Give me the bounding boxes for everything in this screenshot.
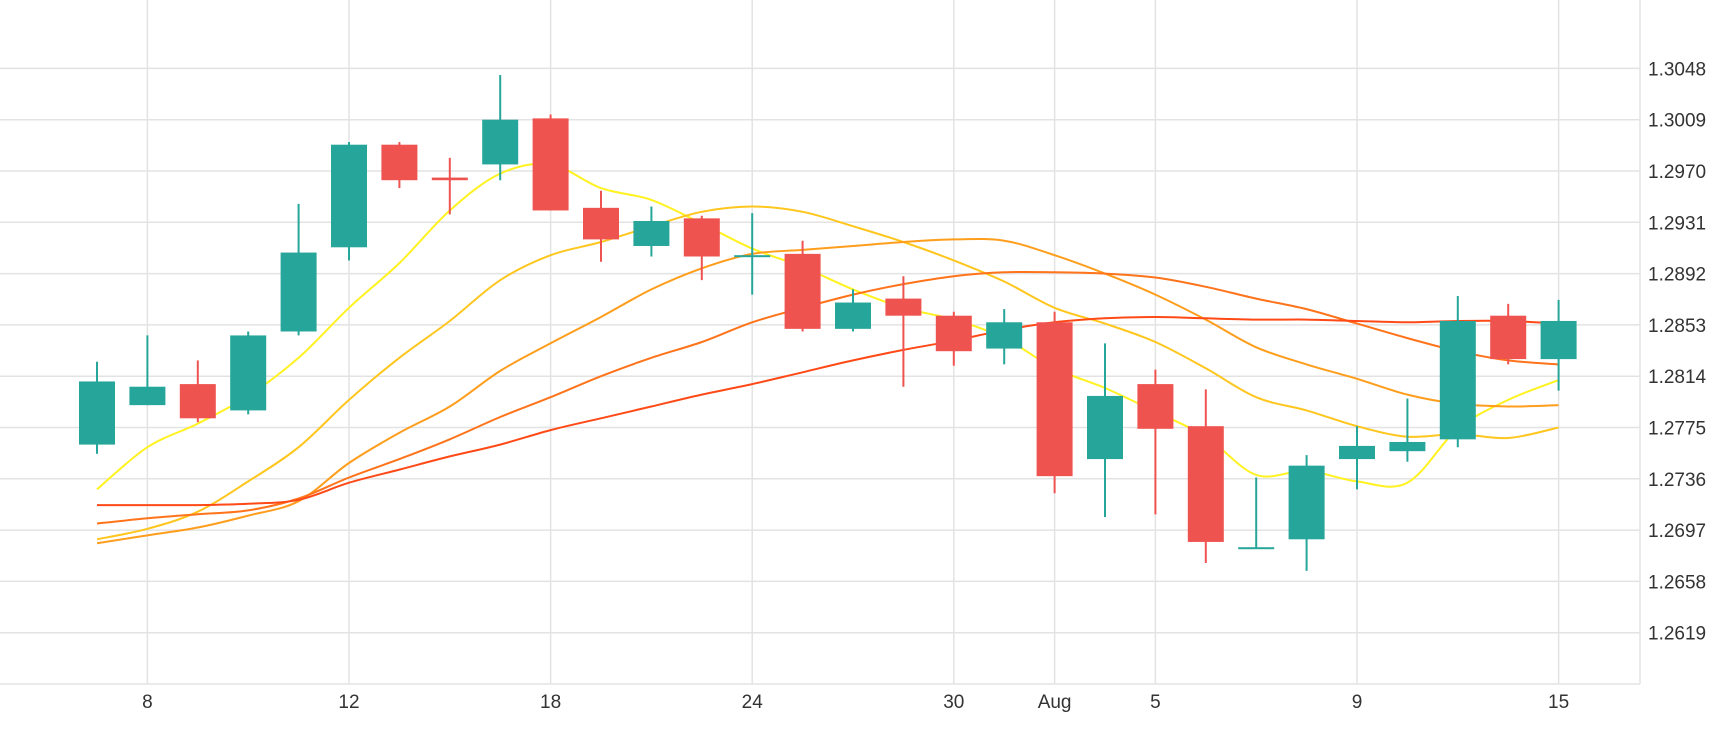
candle-body xyxy=(1339,445,1375,460)
moving-average-lines xyxy=(96,162,1559,545)
candle xyxy=(1490,303,1527,365)
x-axis: 8 12 18 24 30 Aug 5 9 15 xyxy=(142,692,1569,713)
candle-body xyxy=(734,255,771,258)
candle xyxy=(532,114,569,211)
x-tick-label: Aug xyxy=(1038,692,1072,713)
x-tick-label: 9 xyxy=(1352,692,1363,713)
candle xyxy=(1288,455,1325,571)
candle-body xyxy=(885,298,922,316)
candle-body xyxy=(935,315,972,352)
candle xyxy=(583,190,619,262)
candle-body xyxy=(79,381,115,445)
candle xyxy=(79,361,115,454)
candle xyxy=(986,309,1023,365)
candle-body xyxy=(1187,426,1224,542)
x-tick-label: 15 xyxy=(1548,692,1569,713)
x-tick-label: 30 xyxy=(943,692,964,713)
candle xyxy=(1036,311,1073,494)
x-tick-label: 18 xyxy=(540,692,561,713)
candle-body xyxy=(129,386,166,406)
candle-body xyxy=(381,144,418,181)
candle xyxy=(835,289,871,332)
candle-body xyxy=(633,220,670,246)
y-tick-label: 1.3009 xyxy=(1648,111,1706,132)
candle xyxy=(734,213,771,295)
candle xyxy=(633,206,670,257)
x-tick-label: 12 xyxy=(338,692,359,713)
candle xyxy=(1087,343,1123,517)
y-tick-label: 1.2853 xyxy=(1648,316,1706,337)
candle-body xyxy=(1087,395,1123,460)
candle-body xyxy=(583,207,619,240)
x-tick-label: 5 xyxy=(1150,692,1161,713)
candle-body xyxy=(331,144,367,248)
moving-average-line-3 xyxy=(96,238,1559,545)
candle xyxy=(1339,426,1375,490)
candle xyxy=(1540,299,1577,391)
candle-body xyxy=(482,119,519,165)
candle-body xyxy=(784,253,821,329)
candle xyxy=(1439,295,1476,448)
y-tick-label: 1.3048 xyxy=(1648,59,1706,80)
candle xyxy=(431,157,468,215)
candle-body xyxy=(431,177,468,181)
y-axis: 1.2619 1.2658 1.2697 1.2736 1.2775 1.2814 1.28… xyxy=(1648,59,1707,644)
moving-average-line-2 xyxy=(96,205,1559,541)
y-tick-label: 1.2658 xyxy=(1648,572,1706,593)
candle xyxy=(935,311,972,366)
candle xyxy=(683,215,720,281)
candle-body xyxy=(683,218,720,257)
candle-body xyxy=(835,302,871,329)
candle-body xyxy=(179,384,216,419)
candle-body xyxy=(1389,441,1426,452)
moving-average-line-5 xyxy=(97,315,1559,507)
candles xyxy=(79,74,1577,571)
x-tick-label: 8 xyxy=(142,692,153,713)
y-tick-label: 1.2775 xyxy=(1648,419,1706,440)
candle xyxy=(784,240,821,332)
moving-average-line-4 xyxy=(96,270,1559,525)
candle xyxy=(179,360,216,423)
candle-body xyxy=(1439,320,1476,440)
candle-body xyxy=(1036,322,1073,477)
candle-body xyxy=(230,335,267,411)
candle xyxy=(230,331,267,415)
candle-body xyxy=(280,252,317,332)
candle-body xyxy=(1288,465,1325,540)
candle xyxy=(129,335,166,406)
candle xyxy=(1238,477,1275,550)
candle-body xyxy=(1490,315,1527,360)
y-tick-label: 1.2619 xyxy=(1648,624,1706,645)
candle xyxy=(1389,398,1426,462)
x-tick-label: 24 xyxy=(742,692,764,713)
y-tick-label: 1.2931 xyxy=(1648,213,1706,234)
candle-body xyxy=(1238,547,1275,550)
candle xyxy=(331,142,367,261)
candle xyxy=(381,142,418,189)
candle xyxy=(1187,389,1224,563)
candle xyxy=(1137,369,1174,515)
candle-body xyxy=(1137,384,1174,429)
candle xyxy=(885,276,922,387)
candle xyxy=(482,74,519,181)
y-tick-label: 1.2970 xyxy=(1648,162,1706,183)
y-tick-label: 1.2814 xyxy=(1648,367,1707,388)
y-tick-label: 1.2736 xyxy=(1648,470,1706,491)
y-tick-label: 1.2892 xyxy=(1648,265,1706,286)
candle-body xyxy=(532,118,569,211)
y-tick-label: 1.2697 xyxy=(1648,521,1706,542)
candle xyxy=(280,203,317,336)
candle-body xyxy=(1540,320,1577,360)
candle-body xyxy=(986,322,1023,349)
